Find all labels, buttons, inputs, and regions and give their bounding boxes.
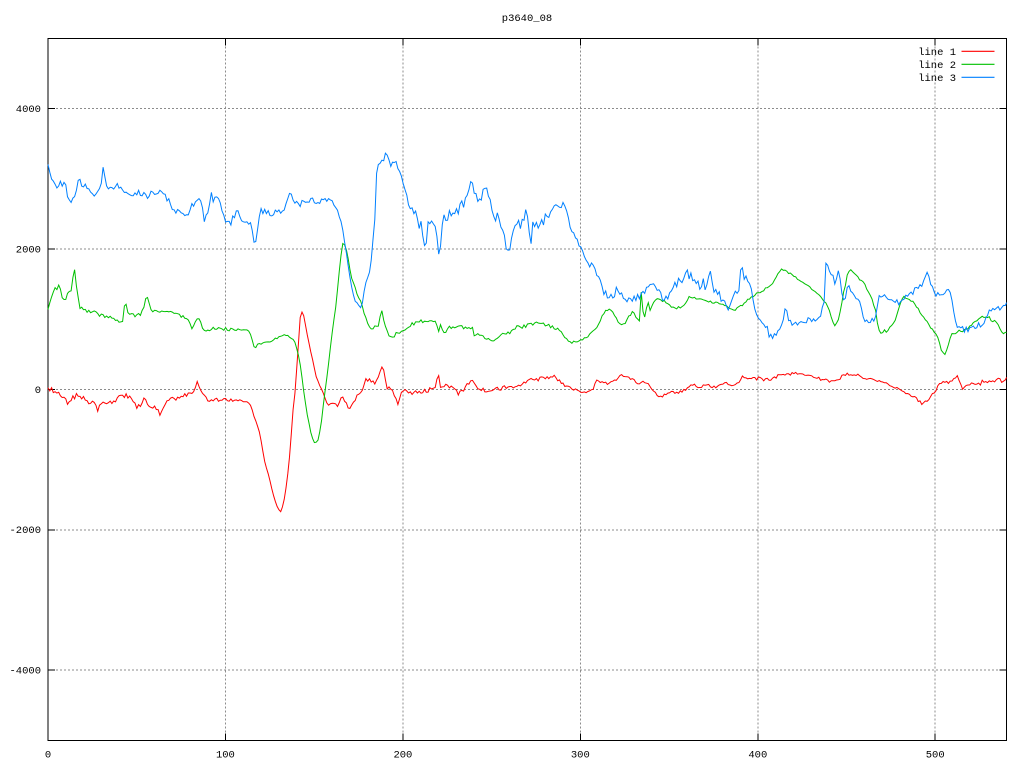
svg-text:p3640_08: p3640_08 <box>502 13 552 25</box>
svg-text:300: 300 <box>571 750 590 762</box>
svg-text:200: 200 <box>393 750 412 762</box>
svg-text:0: 0 <box>35 385 41 397</box>
svg-text:500: 500 <box>926 750 945 762</box>
svg-text:2000: 2000 <box>16 245 41 257</box>
svg-text:line 2: line 2 <box>918 60 956 72</box>
svg-text:line 3: line 3 <box>918 73 956 85</box>
svg-text:line 1: line 1 <box>918 47 956 59</box>
svg-text:0: 0 <box>45 750 51 762</box>
svg-text:-4000: -4000 <box>9 666 41 678</box>
svg-text:100: 100 <box>216 750 235 762</box>
svg-text:4000: 4000 <box>16 104 41 116</box>
svg-text:-2000: -2000 <box>9 525 41 537</box>
svg-text:400: 400 <box>748 750 767 762</box>
